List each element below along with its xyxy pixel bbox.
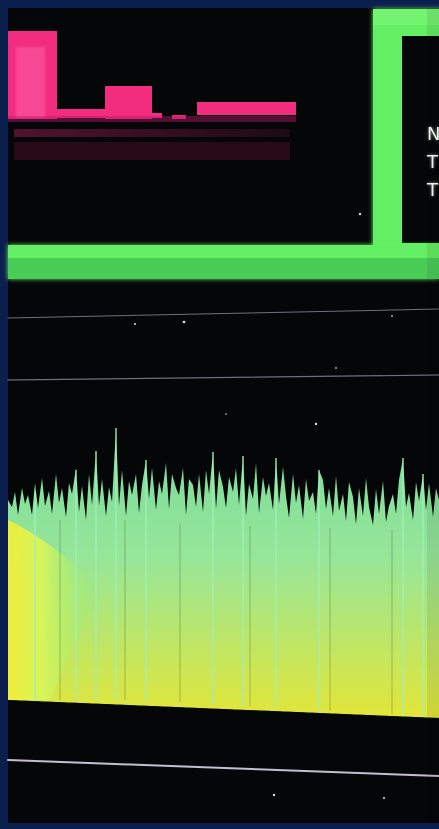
star-6 bbox=[225, 413, 227, 415]
side-text-line-1: N bbox=[427, 124, 439, 145]
guide-line-2 bbox=[7, 374, 439, 381]
histogram-pink-strip-2 bbox=[14, 142, 290, 160]
histogram-bar-1 bbox=[8, 31, 57, 119]
horizontal-guides bbox=[7, 308, 439, 777]
green-frame-outer bbox=[373, 9, 439, 269]
right-edge-shadow bbox=[427, 8, 439, 823]
histogram-pink-strip-1 bbox=[14, 129, 290, 137]
green-frame-top-shade bbox=[373, 9, 439, 25]
star-8 bbox=[383, 797, 385, 799]
waveform-left-yellow bbox=[8, 520, 104, 700]
histogram-bar-2 bbox=[57, 109, 105, 118]
green-frame-bottom bbox=[8, 245, 439, 279]
green-waveform bbox=[8, 428, 439, 730]
top-left-histogram-panel bbox=[8, 31, 296, 160]
star-1 bbox=[358, 212, 362, 216]
green-frame-inner bbox=[402, 36, 439, 243]
waveform-dark-gaps bbox=[59, 520, 393, 714]
star-9 bbox=[335, 367, 337, 369]
side-text-line-3: T bbox=[427, 180, 438, 201]
guide-line-1 bbox=[7, 308, 439, 319]
star-3 bbox=[134, 323, 136, 325]
waveform-mass bbox=[8, 428, 439, 718]
histogram-bar-4 bbox=[152, 113, 162, 118]
green-frame-bottom-shade bbox=[8, 258, 439, 279]
stars bbox=[134, 212, 393, 799]
dark-screen bbox=[8, 8, 439, 823]
star-7 bbox=[272, 793, 276, 797]
star-5 bbox=[391, 315, 393, 317]
star-4 bbox=[314, 422, 318, 426]
green-monitor-frame bbox=[8, 9, 439, 279]
guide-line-3 bbox=[7, 759, 439, 777]
histogram-bar-5 bbox=[172, 115, 186, 119]
histogram-bar-3 bbox=[105, 86, 152, 119]
waveform-bottom-shadow bbox=[8, 700, 439, 730]
histogram-pink-sheen bbox=[16, 47, 45, 117]
waveform-spikes bbox=[34, 428, 424, 716]
star-2 bbox=[182, 320, 186, 324]
histogram-bar-6 bbox=[197, 102, 296, 115]
side-text-line-2: T bbox=[427, 152, 438, 173]
histogram-noise bbox=[8, 116, 296, 122]
